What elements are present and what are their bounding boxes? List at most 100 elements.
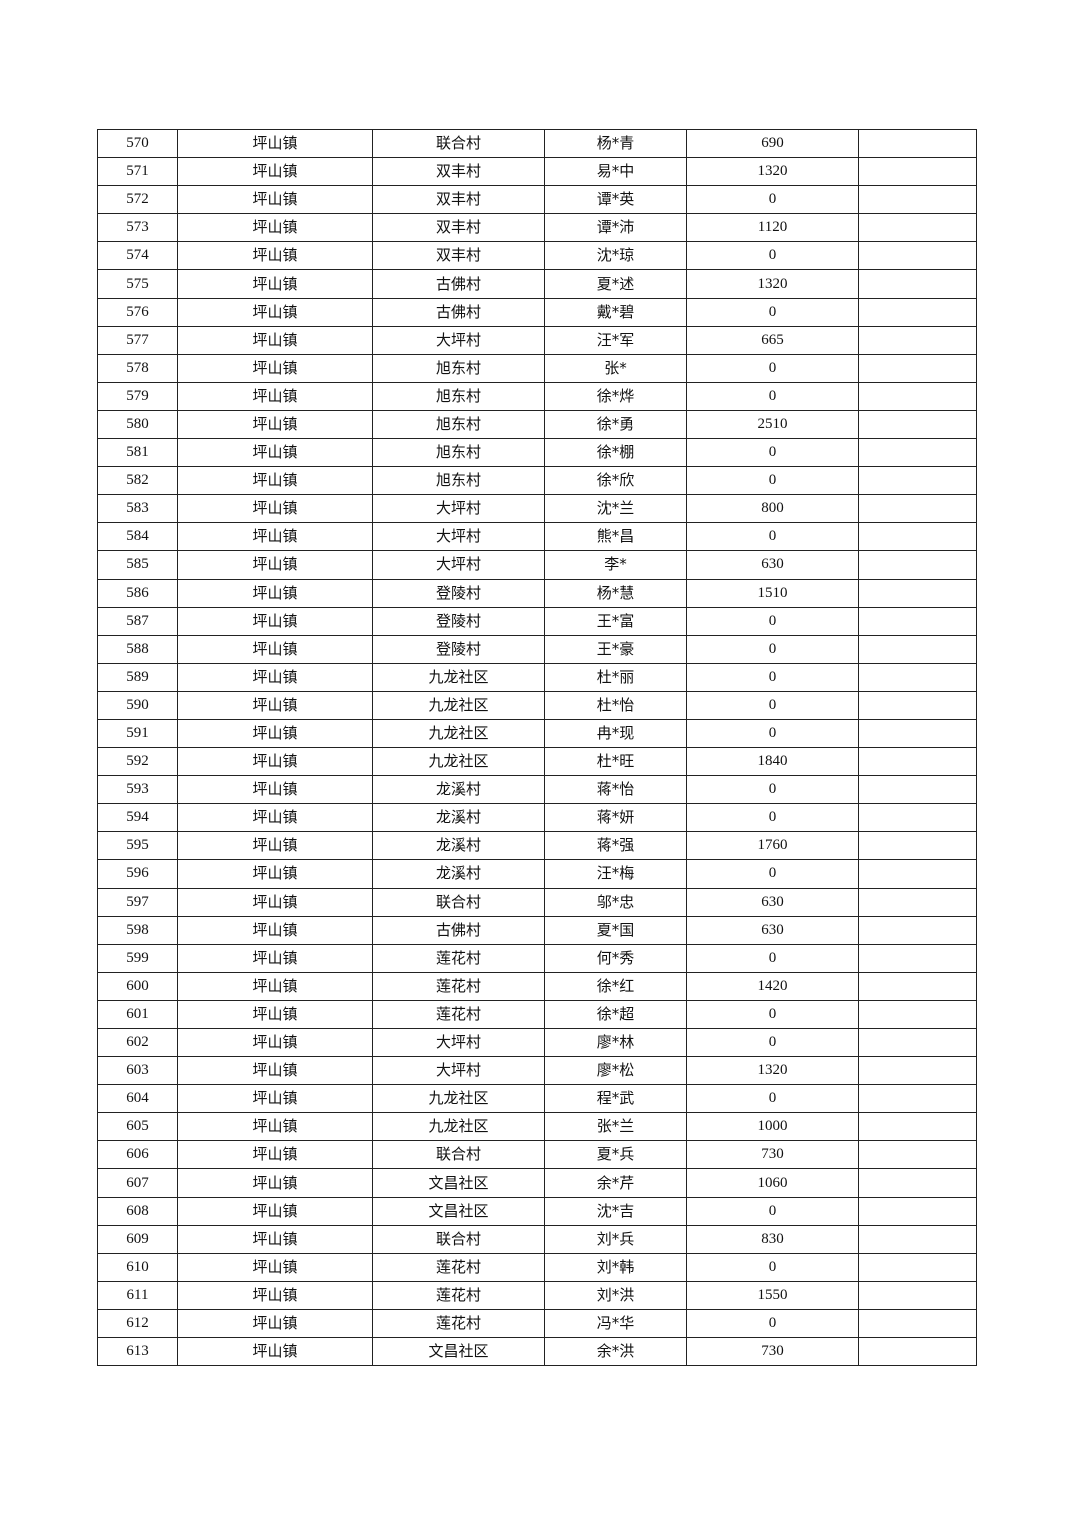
row-number-cell: 589 <box>97 662 178 692</box>
table-row: 597 坪山镇 联合村 邬*忠 630 <box>97 887 977 917</box>
remark-cell <box>858 915 977 945</box>
remark-cell <box>858 185 977 215</box>
row-number-cell: 591 <box>97 718 178 749</box>
name-cell: 何*秀 <box>544 943 687 973</box>
town-cell: 坪山镇 <box>177 550 373 580</box>
remark-cell <box>858 438 977 468</box>
remark-cell <box>858 578 977 608</box>
village-cell: 龙溪村 <box>372 803 545 833</box>
table-body: 570 坪山镇 联合村 杨*青 690 571 坪山镇 双丰村 易*中 1320 572 坪山镇 双丰村… <box>97 128 977 1367</box>
town-cell: 坪山镇 <box>177 1252 373 1282</box>
village-cell: 九龙社区 <box>372 747 545 777</box>
row-number-cell: 601 <box>97 999 178 1030</box>
name-cell: 廖*林 <box>544 1027 687 1058</box>
row-number-cell: 577 <box>97 325 178 355</box>
row-number-cell: 604 <box>97 1084 178 1114</box>
table-row: 580 坪山镇 旭东村 徐*勇 2510 <box>97 409 977 440</box>
name-cell: 刘*兵 <box>544 1224 687 1254</box>
amount-cell: 1550 <box>686 1280 859 1310</box>
table-row: 604 坪山镇 九龙社区 程*武 0 <box>97 1084 977 1114</box>
amount-cell: 1760 <box>686 831 859 861</box>
town-cell: 坪山镇 <box>177 1056 373 1086</box>
name-cell: 杜*怡 <box>544 690 687 720</box>
remark-cell <box>858 831 977 861</box>
village-cell: 大坪村 <box>372 1056 545 1086</box>
remark-cell <box>858 1252 977 1282</box>
town-cell: 坪山镇 <box>177 1027 373 1058</box>
row-number-cell: 581 <box>97 438 178 468</box>
village-cell: 双丰村 <box>372 241 545 271</box>
village-cell: 双丰村 <box>372 185 545 215</box>
table-row: 600 坪山镇 莲花村 徐*红 1420 <box>97 971 977 1001</box>
remark-cell <box>858 1280 977 1310</box>
name-cell: 汪*梅 <box>544 859 687 889</box>
row-number-cell: 575 <box>97 269 178 299</box>
table-row: 571 坪山镇 双丰村 易*中 1320 <box>97 157 977 187</box>
amount-cell: 1320 <box>686 1056 859 1086</box>
name-cell: 夏*述 <box>544 269 687 299</box>
table-row: 572 坪山镇 双丰村 谭*英 0 <box>97 185 977 215</box>
village-cell: 旭东村 <box>372 353 545 383</box>
village-cell: 九龙社区 <box>372 662 545 692</box>
amount-cell: 0 <box>686 438 859 468</box>
village-cell: 大坪村 <box>372 325 545 355</box>
town-cell: 坪山镇 <box>177 859 373 889</box>
table-row: 595 坪山镇 龙溪村 蒋*强 1760 <box>97 831 977 861</box>
village-cell: 大坪村 <box>372 522 545 552</box>
name-cell: 易*中 <box>544 157 687 187</box>
town-cell: 坪山镇 <box>177 297 373 327</box>
remark-cell <box>858 1196 977 1226</box>
amount-cell: 0 <box>686 381 859 411</box>
amount-cell: 0 <box>686 999 859 1030</box>
village-cell: 联合村 <box>372 1140 545 1170</box>
row-number-cell: 609 <box>97 1224 178 1254</box>
village-cell: 九龙社区 <box>372 690 545 720</box>
table-row: 585 坪山镇 大坪村 李* 630 <box>97 550 977 580</box>
remark-cell <box>858 269 977 299</box>
remark-cell <box>858 887 977 917</box>
name-cell: 刘*洪 <box>544 1280 687 1310</box>
name-cell: 邬*忠 <box>544 887 687 917</box>
amount-cell: 690 <box>686 128 859 159</box>
amount-cell: 0 <box>686 662 859 692</box>
amount-cell: 730 <box>686 1140 859 1170</box>
village-cell: 莲花村 <box>372 1280 545 1310</box>
table-row: 578 坪山镇 旭东村 张* 0 <box>97 353 977 383</box>
name-cell: 沈*兰 <box>544 494 687 524</box>
amount-cell: 1320 <box>686 157 859 187</box>
remark-cell <box>858 466 977 496</box>
village-cell: 龙溪村 <box>372 859 545 889</box>
town-cell: 坪山镇 <box>177 915 373 945</box>
table-row: 608 坪山镇 文昌社区 沈*吉 0 <box>97 1196 977 1226</box>
row-number-cell: 586 <box>97 578 178 608</box>
town-cell: 坪山镇 <box>177 775 373 805</box>
remark-cell <box>858 297 977 327</box>
remark-cell <box>858 409 977 440</box>
amount-cell: 0 <box>686 1308 859 1339</box>
town-cell: 坪山镇 <box>177 1168 373 1198</box>
table-row: 573 坪山镇 双丰村 谭*沛 1120 <box>97 213 977 243</box>
village-cell: 大坪村 <box>372 550 545 580</box>
amount-cell: 1320 <box>686 269 859 299</box>
amount-cell: 630 <box>686 550 859 580</box>
amount-cell: 0 <box>686 1027 859 1058</box>
remark-cell <box>858 775 977 805</box>
row-number-cell: 583 <box>97 494 178 524</box>
village-cell: 旭东村 <box>372 466 545 496</box>
name-cell: 徐*烨 <box>544 381 687 411</box>
table-row: 598 坪山镇 古佛村 夏*国 630 <box>97 915 977 945</box>
town-cell: 坪山镇 <box>177 1112 373 1142</box>
amount-cell: 1420 <box>686 971 859 1001</box>
row-number-cell: 603 <box>97 1056 178 1086</box>
row-number-cell: 579 <box>97 381 178 411</box>
row-number-cell: 605 <box>97 1112 178 1142</box>
amount-cell: 0 <box>686 775 859 805</box>
town-cell: 坪山镇 <box>177 718 373 749</box>
remark-cell <box>858 1337 977 1367</box>
amount-cell: 0 <box>686 522 859 552</box>
amount-cell: 0 <box>686 859 859 889</box>
row-number-cell: 606 <box>97 1140 178 1170</box>
name-cell: 徐*超 <box>544 999 687 1030</box>
town-cell: 坪山镇 <box>177 185 373 215</box>
amount-cell: 730 <box>686 1337 859 1367</box>
